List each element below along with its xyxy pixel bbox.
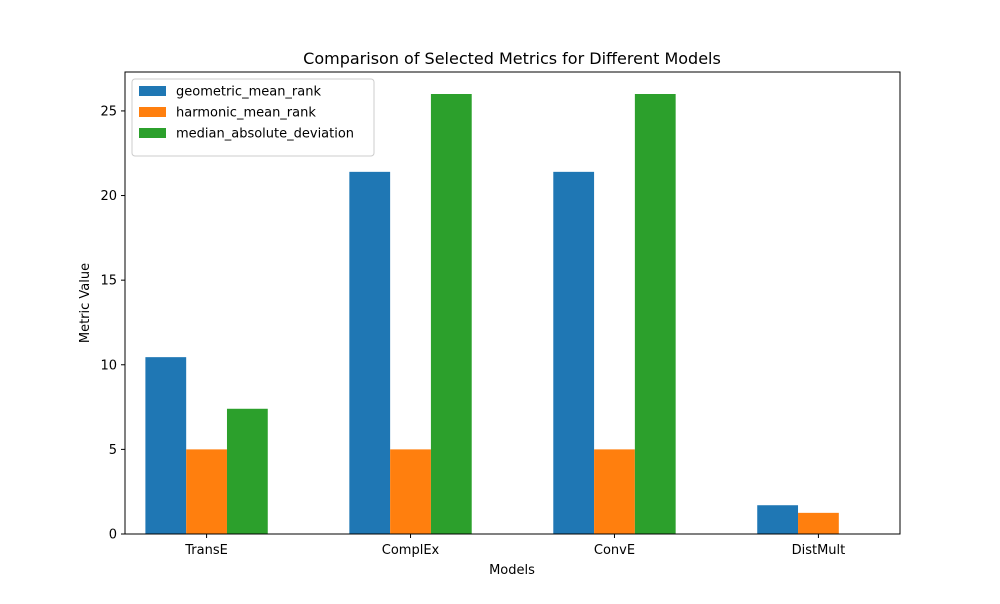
x-tick-label: ComplEx: [382, 543, 440, 558]
plot-area: 0 5 10 15 20 25 TransE ComplEx ConvE DistMult: [100, 71, 901, 558]
y-tick-label: 0: [109, 528, 117, 543]
bar-conve-harmonic-mean-rank: [594, 449, 635, 534]
bar-conve-geometric-mean-rank: [553, 171, 595, 534]
bar-complex-median-absolute-deviation: [430, 94, 472, 534]
bar-conve-median-absolute-deviation: [634, 94, 676, 534]
bar-complex-harmonic-mean-rank: [390, 449, 431, 534]
legend-swatch-harmonic-mean-rank: [139, 107, 166, 117]
legend-swatch-median-absolute-deviation: [139, 128, 166, 138]
bar-transe-harmonic-mean-rank: [186, 449, 227, 534]
y-tick-label: 25: [100, 104, 117, 119]
x-axis-label: Models: [489, 563, 535, 578]
chart-title: Comparison of Selected Metrics for Diffe…: [303, 49, 721, 68]
bar-complex-geometric-mean-rank: [349, 171, 391, 534]
bar-distmult-geometric-mean-rank: [757, 505, 799, 534]
legend: geometric_mean_rank harmonic_mean_rankmed…: [131, 78, 375, 157]
legend-label-median-absolute-deviation: median_absolute_deviation: [176, 127, 354, 142]
legend-box: [131, 78, 375, 157]
bar-distmult-harmonic-mean-rank: [798, 512, 839, 534]
x-tick-label: DistMult: [792, 543, 846, 558]
x-tick-label: TransE: [184, 543, 228, 558]
y-tick-label: 15: [100, 274, 117, 289]
y-axis-label: Metric Value: [78, 263, 93, 343]
bar-transe-geometric-mean-rank: [145, 357, 187, 534]
plot-frame: [124, 71, 901, 535]
x-tick-label: ConvE: [594, 543, 635, 558]
y-tick-label: 5: [109, 443, 117, 458]
y-tick-label: 20: [100, 189, 117, 204]
legend-label-geometric-mean-rank: geometric_mean_rank: [176, 85, 321, 100]
y-tick-label: 10: [100, 358, 117, 373]
legend-swatch-geometric-mean-rank: [139, 86, 166, 96]
bar-transe-median-absolute-deviation: [226, 408, 268, 534]
legend-label-harmonic-mean-rank: harmonic_mean_rank: [176, 106, 316, 121]
